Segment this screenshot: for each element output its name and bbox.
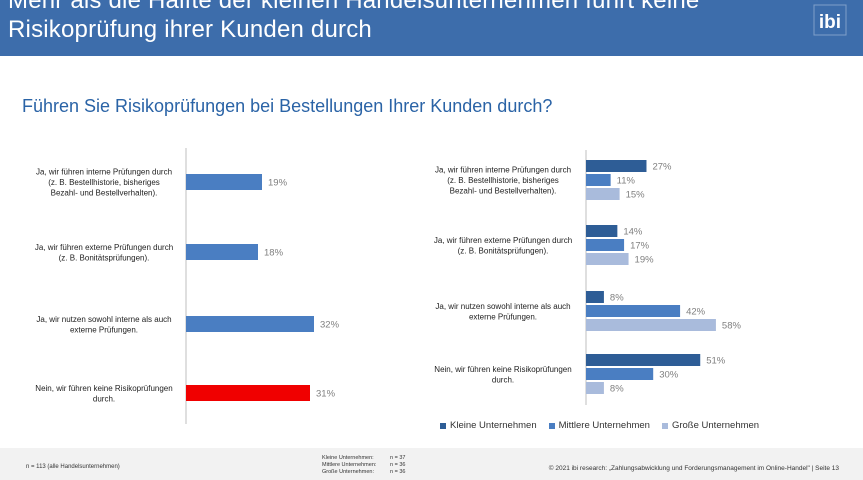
category-label: Nein, wir führen keine Risikoprüfungen <box>35 384 172 393</box>
bar <box>586 160 647 172</box>
sample-label: Große Unternehmen: <box>322 469 374 475</box>
bar <box>586 354 701 366</box>
category-label: (z. B. Bonitätsprüfungen). <box>59 253 150 262</box>
chart-legend: Kleine Unternehmen Mittlere Unternehmen … <box>440 420 759 431</box>
category-label: externe Prüfungen. <box>469 312 537 321</box>
sample-value: n = 36 <box>390 462 406 468</box>
bar <box>586 239 625 251</box>
bar <box>586 305 681 317</box>
logo-text: ibi <box>819 12 841 33</box>
category-label: Nein, wir führen keine Risikoprüfungen <box>434 365 571 374</box>
footer: n = 113 (alle Handelsunternehmen) Kleine… <box>0 448 863 480</box>
value-label: 27% <box>652 162 672 173</box>
bar <box>186 316 314 332</box>
title-line-1: Mehr als die Hälfte der kleinen Handelsu… <box>8 0 700 14</box>
header-banner: Mehr als die Hälfte der kleinen Handelsu… <box>0 0 863 56</box>
legend-item-kleine: Kleine Unternehmen <box>440 420 537 431</box>
value-label: 30% <box>659 370 679 381</box>
question-subtitle: Führen Sie Risikoprüfungen bei Bestellun… <box>22 96 553 116</box>
category-label: Ja, wir führen interne Prüfungen durch <box>435 166 571 175</box>
ibi-logo: ibi <box>813 4 847 36</box>
value-label: 8% <box>610 384 624 395</box>
sample-footnote: n = 113 (alle Handelsunternehmen) <box>26 464 120 470</box>
sample-label: Kleine Unternehmen: <box>322 455 374 461</box>
category-label: durch. <box>492 375 514 384</box>
bar <box>186 385 310 401</box>
category-label: (z. B. Bestellhistorie, bisheriges <box>48 178 160 187</box>
sample-value: n = 37 <box>390 455 406 461</box>
bar <box>586 188 620 200</box>
value-label: 32% <box>320 320 340 331</box>
value-label: 18% <box>264 248 284 259</box>
value-label: 8% <box>610 293 624 304</box>
sample-row: Große Unternehmen: n = 36 <box>322 469 405 476</box>
category-label: Ja, wir nutzen sowohl interne als auch <box>36 315 171 324</box>
overall-bar-chart: 19% Ja, wir führen interne Prüfungen durc… <box>35 148 340 424</box>
value-label: 17% <box>630 241 650 252</box>
bar <box>186 244 258 260</box>
category-label: Bezahl- und Bestellverhalten). <box>450 187 557 196</box>
value-label: 51% <box>706 356 726 367</box>
legend-item-mittlere: Mittlere Unternehmen <box>548 420 650 431</box>
bar <box>586 174 611 186</box>
value-label: 19% <box>268 178 288 189</box>
bar <box>586 225 618 237</box>
source-citation: © 2021 ibi research: „Zahlungsabwicklung… <box>548 465 839 472</box>
category-label: durch. <box>93 394 115 403</box>
company-size-bar-chart: 27% 11% 15% Ja, wir führen interne Prüfunge… <box>434 150 742 405</box>
sample-row: Mittlere Unternehmen: n = 36 <box>322 462 405 469</box>
category-label: externe Prüfungen. <box>70 325 138 334</box>
legend-label: Kleine Unternehmen <box>450 420 537 431</box>
category-label: Ja, wir führen externe Prüfungen durch <box>434 236 572 245</box>
legend-label: Große Unternehmen <box>671 420 760 431</box>
bar <box>586 253 629 265</box>
page-title: Mehr als die Hälfte der kleinen Handelsu… <box>8 0 699 44</box>
legend-item-grosse: Große Unternehmen <box>661 420 760 431</box>
category-label: Ja, wir nutzen sowohl interne als auch <box>435 302 570 311</box>
title-line-2: Risikoprüfung ihrer Kunden durch <box>8 16 372 43</box>
value-label: 58% <box>722 321 742 332</box>
category-label: Ja, wir führen externe Prüfungen durch <box>35 243 173 252</box>
value-label: 15% <box>626 190 646 201</box>
legend-swatch <box>548 422 555 429</box>
sample-sizes: Kleine Unternehmen: n = 37 Mittlere Unte… <box>322 455 405 476</box>
sample-value: n = 36 <box>390 469 406 475</box>
value-label: 11% <box>617 176 636 187</box>
bar <box>586 319 716 331</box>
category-label: Ja, wir führen interne Prüfungen durch <box>36 168 172 177</box>
category-label: (z. B. Bonitätsprüfungen). <box>458 246 549 255</box>
category-label: (z. B. Bestellhistorie, bisheriges <box>447 176 559 185</box>
category-label: Bezahl- und Bestellverhalten). <box>51 189 158 198</box>
value-label: 19% <box>635 255 655 266</box>
legend-swatch <box>440 422 446 429</box>
bar <box>586 382 604 394</box>
value-label: 42% <box>686 307 706 318</box>
sample-label: Mittlere Unternehmen: <box>322 462 377 468</box>
value-label: 14% <box>623 227 643 238</box>
bar <box>586 368 654 380</box>
value-label: 31% <box>316 389 336 400</box>
sample-row: Kleine Unternehmen: n = 37 <box>322 455 405 462</box>
legend-label: Mittlere Unternehmen <box>558 420 650 431</box>
legend-swatch <box>661 422 668 429</box>
bar <box>186 174 262 190</box>
bar <box>586 291 604 303</box>
